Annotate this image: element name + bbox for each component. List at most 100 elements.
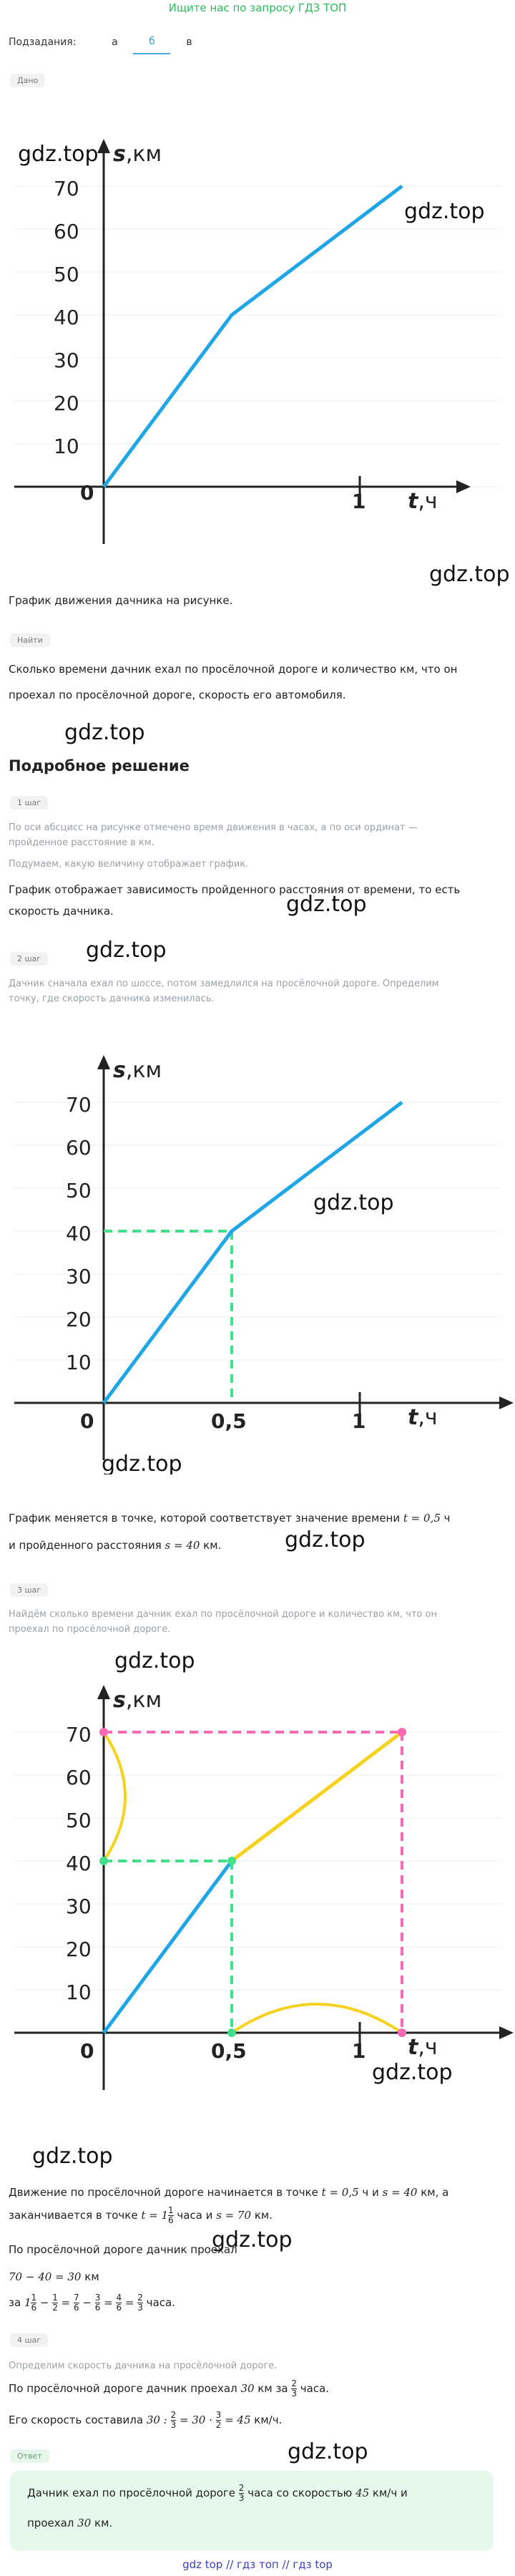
step3-muted-2: проехал по просёлочной дороге. (9, 1624, 171, 1635)
step2-muted-2: точку, где скорость дачника изменилась. (9, 993, 215, 1004)
watermark: gdz.top (404, 199, 485, 224)
watermark: gdz.top (102, 1452, 182, 1474)
step3-p1: Движение по просёлочной дороге начинаетс… (9, 2186, 449, 2199)
point-70 (99, 1728, 108, 1736)
step2-muted-1: Дачник сначала ехал по шоссе, потом заме… (9, 978, 439, 989)
point-40 (99, 1857, 108, 1865)
step1-text-1: График отображает зависимость пройденног… (9, 883, 461, 896)
tab-b[interactable]: б (133, 30, 171, 54)
step3-tag: 3 шаг (10, 1583, 49, 1597)
x-axis-arrow (456, 480, 471, 493)
ytick-70: 70 (54, 177, 79, 200)
origin-label: 0 (80, 481, 94, 505)
x-axis-label: t,ч (408, 1405, 438, 1430)
ytick-70: 70 (66, 1093, 92, 1117)
subtask-label: Подзадания: (9, 37, 77, 48)
ytick-20: 20 (66, 1938, 92, 1961)
answer-tag: Ответ (10, 2449, 49, 2463)
watermark: gdz.top (86, 938, 167, 963)
step2-text-1: График меняется в точке, которой соответ… (9, 1512, 451, 1525)
step1-tag: 1 шаг (10, 796, 49, 810)
subtask-tabs: Подзадания: а б в (9, 30, 207, 54)
step4-p1: По просёлочной дороге дачник проехал 30 … (9, 2378, 330, 2398)
find-tag: Найти (10, 633, 50, 647)
step1-muted-2: пройденное расстояние в км. (9, 837, 154, 848)
step3-p4: 70 − 40 = 30 км (9, 2270, 99, 2283)
ytick-10: 10 (54, 434, 79, 458)
ytick-50: 50 (66, 1809, 92, 1832)
ytick-60: 60 (66, 1766, 92, 1789)
point-t-half (227, 2028, 236, 2037)
step4-muted-1: Определим скорость дачника на просёлочно… (9, 2361, 278, 2371)
tab-v[interactable]: в (186, 37, 192, 48)
arc-distance (102, 1731, 127, 1862)
x-axis-label: t,ч (408, 489, 438, 514)
step1-text-2: скорость дачника. (9, 905, 114, 918)
y-axis-label: s,км (113, 1688, 162, 1713)
origin-label: 0 (80, 2039, 94, 2063)
solution-heading: Подробное решение (9, 757, 190, 774)
ytick-10: 10 (66, 1980, 92, 2004)
tab-a[interactable]: а (112, 37, 118, 48)
ytick-60: 60 (54, 220, 79, 243)
given-tag: Дано (10, 74, 46, 87)
motion-line (102, 185, 403, 488)
y-axis-arrow (97, 1685, 110, 1699)
ytick-20: 20 (66, 1308, 92, 1331)
xtick-1: 1 (352, 490, 366, 513)
ytick-40: 40 (66, 1852, 92, 1875)
motion-line-country (230, 1731, 403, 1862)
watermark: gdz.top (313, 1190, 394, 1215)
motion-line-highway (102, 1860, 234, 2034)
graph-step3: 70 60 50 40 30 20 10 0 0,5 1 s,км t,ч gd… (14, 1648, 514, 2090)
watermark: gdz.top (286, 892, 367, 917)
watermark: gdz.top (285, 1527, 366, 1552)
ytick-20: 20 (54, 392, 79, 415)
find-text-2: проехал по просёлочной дороге, скорость … (9, 689, 346, 701)
ytick-30: 30 (66, 1265, 92, 1288)
point-end (398, 1728, 406, 1736)
step3-p3: По просёлочной дороге дачник проехал (9, 2243, 237, 2256)
answer-line-2: проехал 30 км. (27, 2517, 113, 2529)
grid (14, 185, 501, 487)
ytick-40: 40 (54, 306, 79, 329)
ytick-10: 10 (66, 1351, 92, 1374)
y-axis-arrow (97, 139, 110, 153)
given-caption: График движения дачника на рисунке. (9, 594, 233, 607)
watermark: gdz.top (18, 142, 99, 167)
xtick-1: 1 (352, 2039, 366, 2063)
watermark: gdz.top (32, 2144, 113, 2169)
ytick-50: 50 (66, 1179, 92, 1202)
watermark: gdz.top (288, 2439, 368, 2464)
ytick-30: 30 (54, 349, 79, 372)
ytick-60: 60 (66, 1136, 92, 1160)
step2-tag: 2 шаг (10, 952, 49, 966)
watermark: gdz.top (64, 720, 145, 745)
xtick-half: 0,5 (211, 1409, 247, 1433)
xtick-half: 0,5 (211, 2039, 247, 2063)
watermark: gdz.top (372, 2060, 453, 2085)
search-banner[interactable]: Ищите нас по запросу ГДЗ ТОП (168, 1, 347, 14)
ytick-30: 30 (66, 1895, 92, 1918)
footer-links[interactable]: gdz top // гдз топ // гдз top (182, 2558, 333, 2571)
x-axis-label: t,ч (408, 2035, 438, 2060)
watermark: gdz.top (114, 1648, 195, 1673)
graph-step2: 70 60 50 40 30 20 10 0 0,5 1 s,км t,ч gd… (14, 1055, 514, 1474)
ytick-50: 50 (54, 263, 79, 286)
watermark: gdz.top (212, 2227, 293, 2252)
step1-muted-3: Подумаем, какую величину отображает граф… (9, 859, 249, 870)
point-t-end (398, 2028, 406, 2037)
y-axis-label: s,км (113, 1058, 162, 1083)
xtick-1: 1 (352, 1409, 366, 1433)
ytick-40: 40 (66, 1222, 92, 1245)
x-axis-arrow (499, 1396, 514, 1409)
step3-muted-1: Найдём сколько времени дачник ехал по пр… (9, 1609, 437, 1620)
x-axis-arrow (499, 2026, 514, 2039)
arc-time (230, 2003, 403, 2034)
